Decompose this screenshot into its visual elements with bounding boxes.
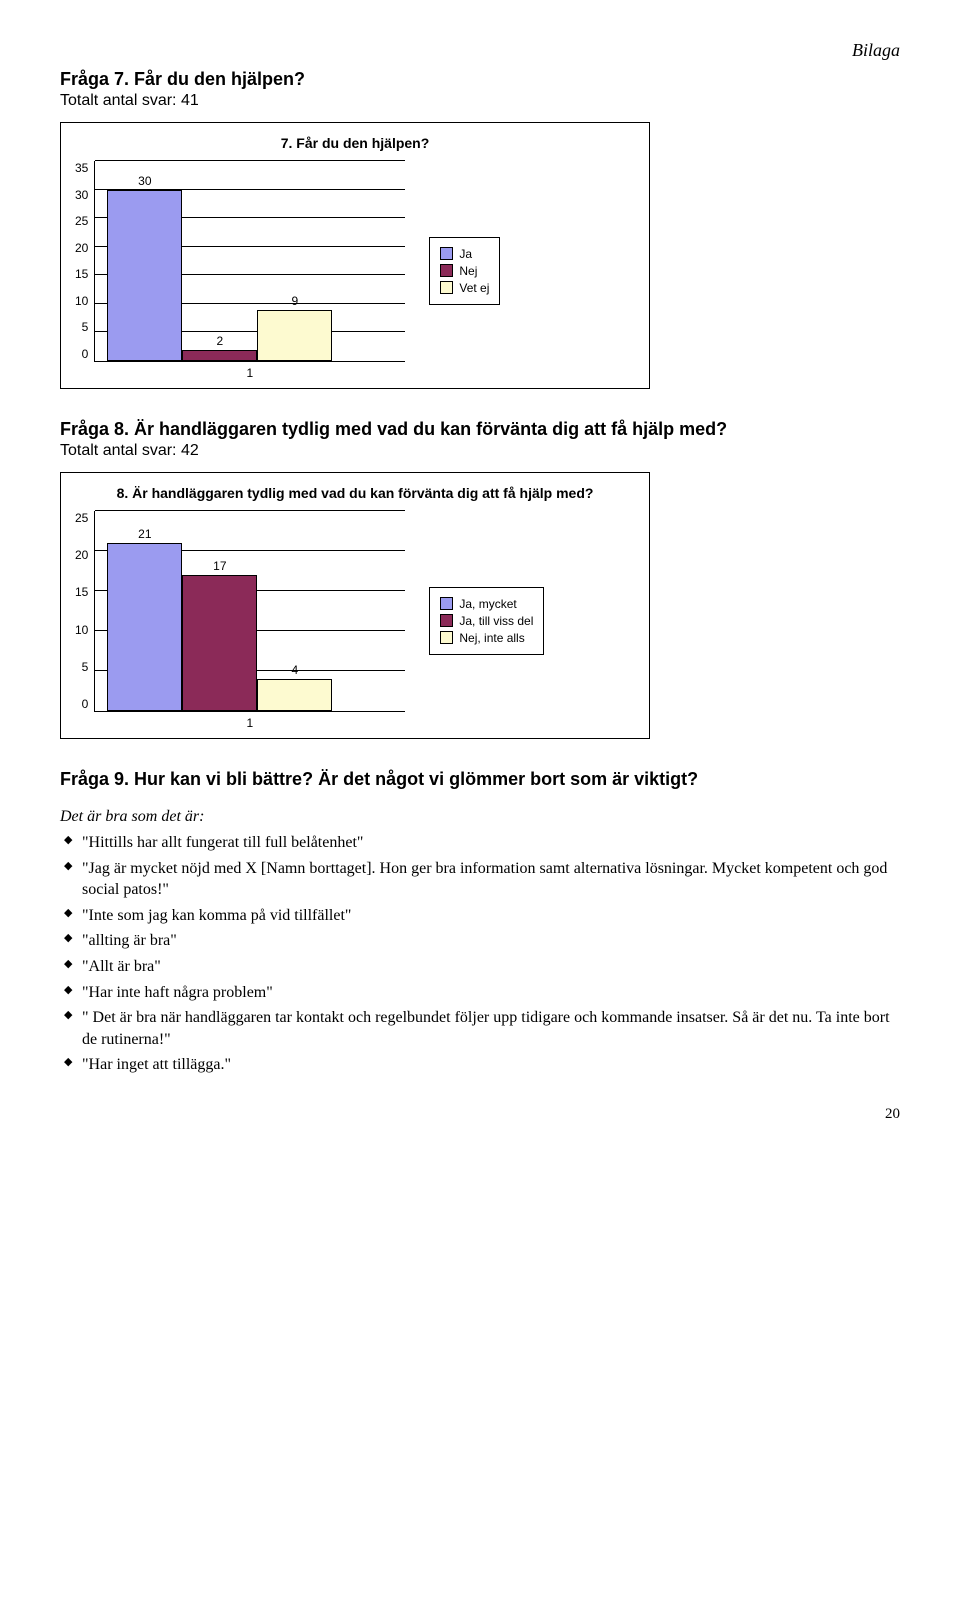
q8-x-label: 1	[94, 716, 405, 730]
q8-plot-area: 21174	[94, 511, 405, 712]
legend-item: Ja, mycket	[440, 597, 533, 611]
q7-title: Fråga 7. Får du den hjälpen?	[60, 69, 900, 90]
bar	[182, 350, 257, 361]
legend-item: Nej	[440, 264, 489, 278]
q7-plot-area: 3029	[94, 161, 405, 362]
q7-legend: Ja Nej Vet ej	[429, 237, 500, 305]
list-item: "Allt är bra"	[60, 956, 900, 978]
bar	[257, 679, 332, 711]
bar	[107, 543, 182, 711]
q8-chart-title: 8. Är handläggaren tydlig med vad du kan…	[75, 485, 635, 501]
q9-list-header: Det är bra som det är:	[60, 808, 900, 826]
bar	[182, 575, 257, 711]
q7-chart: 7. Får du den hjälpen? 35302520151050 30…	[60, 122, 650, 389]
q8-y-axis: 2520151050	[75, 511, 94, 711]
q9-title: Fråga 9. Hur kan vi bli bättre? Är det n…	[60, 769, 900, 790]
list-item: "allting är bra"	[60, 930, 900, 952]
list-item: "Hittills har allt fungerat till full be…	[60, 832, 900, 854]
q8-title: Fråga 8. Är handläggaren tydlig med vad …	[60, 419, 900, 440]
q8-legend: Ja, mycket Ja, till viss del Nej, inte all…	[429, 587, 544, 655]
q7-y-axis: 35302520151050	[75, 161, 94, 361]
bar	[107, 190, 182, 361]
legend-item: Ja	[440, 247, 489, 261]
page-number: 20	[60, 1106, 900, 1123]
list-item: "Har inte haft några problem"	[60, 982, 900, 1004]
legend-item: Vet ej	[440, 281, 489, 295]
q8-subtitle: Totalt antal svar: 42	[60, 442, 900, 460]
list-item: "Inte som jag kan komma på vid tillfälle…	[60, 905, 900, 927]
q7-chart-title: 7. Får du den hjälpen?	[75, 135, 635, 151]
q8-chart: 8. Är handläggaren tydlig med vad du kan…	[60, 472, 650, 739]
list-item: " Det är bra när handläggaren tar kontak…	[60, 1007, 900, 1050]
page-header-right: Bilaga	[60, 40, 900, 61]
list-item: "Har inget att tillägga."	[60, 1054, 900, 1076]
list-item: "Jag är mycket nöjd med X [Namn borttage…	[60, 858, 900, 901]
bar	[257, 310, 332, 361]
q7-subtitle: Totalt antal svar: 41	[60, 92, 900, 110]
q7-x-label: 1	[94, 366, 405, 380]
legend-item: Ja, till viss del	[440, 614, 533, 628]
legend-item: Nej, inte alls	[440, 631, 533, 645]
q9-bullet-list: "Hittills har allt fungerat till full be…	[60, 832, 900, 1076]
